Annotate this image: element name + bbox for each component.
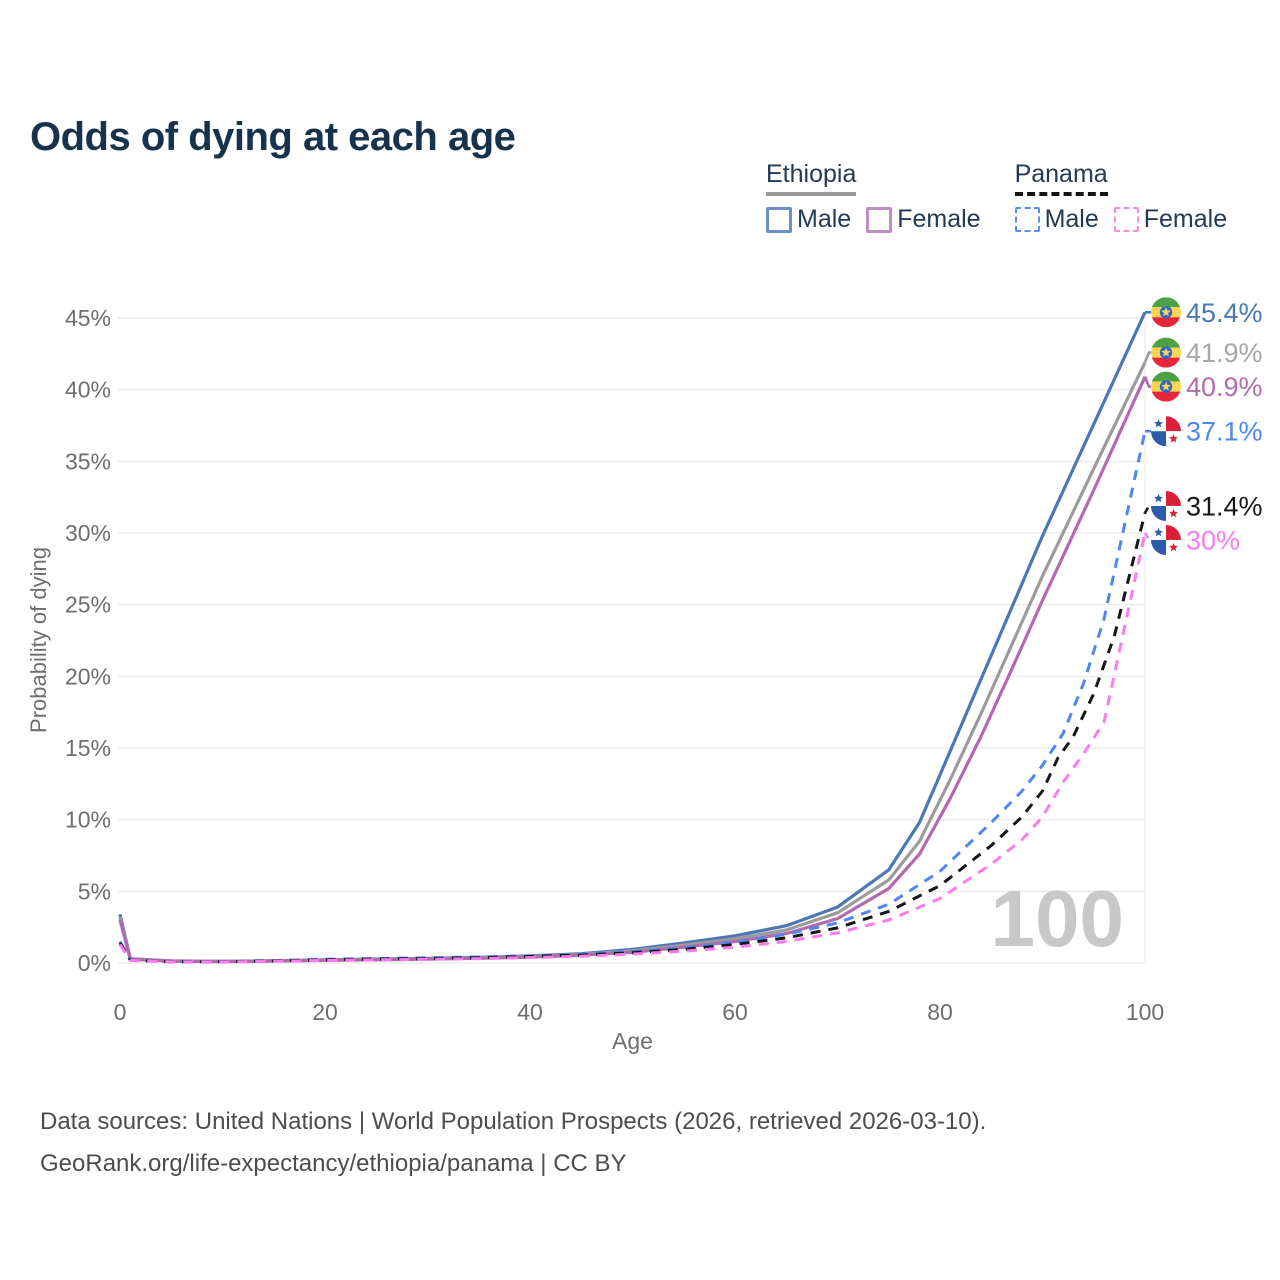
- series-line-panama-female[interactable]: [118, 532, 1147, 964]
- flag-ethiopia-icon: [1151, 371, 1181, 402]
- page-title: Odds of dying at each age: [30, 114, 516, 159]
- y-tick-label: 45%: [65, 305, 111, 331]
- flag-panama-icon: [1151, 490, 1181, 521]
- legend-country-panama[interactable]: Panama: [1014, 160, 1108, 196]
- label-connector-ethiopia-female: [1143, 376, 1151, 388]
- y-tick-label: 40%: [65, 377, 111, 403]
- end-label-panama-female: 30%: [1186, 525, 1240, 555]
- x-tick-label: 80: [927, 999, 953, 1025]
- legend-swatch-panama-male: [1014, 207, 1040, 232]
- series-line-panama-all[interactable]: [118, 512, 1147, 964]
- label-connector-panama-female: [1143, 532, 1151, 542]
- chart-footer: Data sources: United Nations | World Pop…: [40, 1101, 986, 1185]
- flag-panama-icon: [1151, 524, 1181, 555]
- y-tick-label: 20%: [65, 663, 111, 689]
- y-tick-label: 25%: [65, 592, 111, 618]
- legend-item-panama-female[interactable]: Female: [1113, 205, 1228, 234]
- legend-item-label: Male: [797, 205, 852, 233]
- chart-legend: Ethiopia Male Female Panama Male Female: [766, 160, 1227, 234]
- series-line-ethiopia-all[interactable]: [118, 361, 1147, 964]
- x-tick-label: 40: [517, 999, 543, 1025]
- legend-item-label: Female: [1143, 205, 1228, 233]
- x-tick-label: 0: [114, 999, 127, 1025]
- legend-item-panama-male[interactable]: Male: [1014, 205, 1099, 234]
- label-connector-ethiopia-all: [1143, 351, 1151, 363]
- y-tick-label: 0%: [78, 950, 111, 976]
- flag-panama-icon: [1151, 416, 1181, 447]
- legend-item-label: Male: [1044, 205, 1099, 233]
- series-line-ethiopia-male[interactable]: [118, 311, 1147, 963]
- legend-item-label: Female: [897, 205, 981, 233]
- flag-ethiopia-icon: [1151, 297, 1181, 328]
- y-tick-label: 35%: [65, 448, 111, 474]
- x-axis-title: Age: [612, 1028, 653, 1054]
- end-label-ethiopia-male: 45.4%: [1186, 298, 1263, 328]
- y-axis-title: Probability of dying: [26, 547, 51, 733]
- data-source-text: Data sources: United Nations | World Pop…: [40, 1108, 987, 1135]
- legend-swatch-ethiopia-female: [866, 206, 893, 233]
- end-label-panama-male: 37.1%: [1186, 417, 1263, 447]
- attribution-text: GeoRank.org/life-expectancy/ethiopia/pan…: [40, 1150, 627, 1177]
- y-tick-label: 30%: [65, 520, 111, 546]
- legend-swatch-ethiopia-male: [766, 206, 792, 233]
- legend-group-ethiopia: Ethiopia Male Female: [766, 160, 981, 234]
- flag-ethiopia-icon: [1151, 337, 1181, 368]
- legend-item-ethiopia-male[interactable]: Male: [766, 205, 851, 234]
- end-label-ethiopia-all: 41.9%: [1186, 338, 1263, 368]
- label-connector-panama-all: [1143, 504, 1151, 514]
- end-label-ethiopia-female: 40.9%: [1186, 372, 1263, 402]
- legend-group-panama: Panama Male Female: [1014, 160, 1228, 234]
- y-tick-label: 10%: [65, 807, 111, 833]
- x-tick-label: 100: [1126, 999, 1164, 1025]
- legend-swatch-panama-female: [1113, 207, 1139, 232]
- y-tick-label: 15%: [65, 735, 111, 761]
- x-tick-label: 60: [722, 999, 748, 1025]
- legend-country-ethiopia[interactable]: Ethiopia: [766, 160, 857, 196]
- x-tick-label: 20: [312, 999, 338, 1025]
- legend-item-ethiopia-female[interactable]: Female: [866, 205, 981, 234]
- y-tick-label: 5%: [78, 878, 111, 904]
- end-label-panama-all: 31.4%: [1186, 491, 1263, 521]
- age-watermark: 100: [991, 874, 1124, 963]
